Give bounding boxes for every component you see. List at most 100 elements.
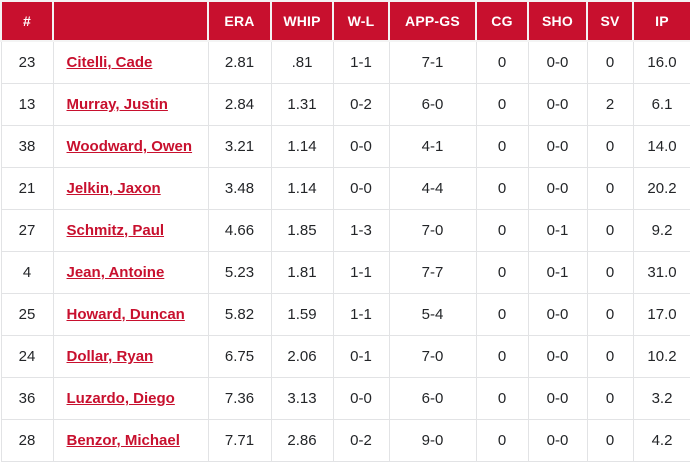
stat-cell-ip: 16.0 (632, 40, 690, 84)
table-row: 23 Citelli, Cade 2.81.81 1-1 7-1 0 0-0 0 16.0 (0, 40, 690, 84)
stat-cell-whip: 1.31 (270, 83, 334, 126)
player-link[interactable]: Dollar, Ryan (66, 348, 154, 365)
stat-cell-cg: 0 (475, 40, 529, 84)
stat-cell-app_gs: 6-0 (388, 83, 477, 126)
table-row: 13 Murray, Justin 2.84 1.31 0-2 6-0 0 0-0 2 6.1 (0, 83, 690, 126)
stat-cell-cg: 0 (475, 251, 529, 294)
header-cg: CG (475, 0, 529, 42)
stat-cell-wl: 0-0 (332, 377, 390, 420)
stat-cell-app_gs: 4-4 (388, 167, 477, 210)
stat-cell-wl: 0-1 (332, 335, 390, 378)
pitching-table-body: 23 Citelli, Cade 2.81.81 1-1 7-1 0 0-0 0 16.0 13 M… (0, 40, 690, 462)
player-name-cell: Jean, Antoine (52, 251, 209, 294)
stat-cell-sv: 0 (586, 167, 634, 210)
stat-cell-sho: 0-0 (527, 125, 588, 168)
stat-cell-app_gs: 5-4 (388, 293, 477, 336)
player-link[interactable]: Schmitz, Paul (66, 222, 165, 239)
stat-cell-wl: 0-0 (332, 167, 390, 210)
stat-cell-app_gs: 6-0 (388, 377, 477, 420)
stat-cell-cg: 0 (475, 83, 529, 126)
stat-cell-number: 23 (0, 40, 54, 84)
stat-cell-sv: 0 (586, 125, 634, 168)
player-name-cell: Citelli, Cade (52, 40, 209, 84)
stat-cell-whip: 1.59 (270, 293, 334, 336)
stat-cell-whip: 2.06 (270, 335, 334, 378)
stat-cell-cg: 0 (475, 167, 529, 210)
stat-cell-sv: 0 (586, 377, 634, 420)
stat-cell-sv: 0 (586, 251, 634, 294)
stat-cell-era: 7.36 (207, 377, 272, 420)
player-link[interactable]: Luzardo, Diego (66, 390, 175, 407)
stat-cell-era: 2.84 (207, 83, 272, 126)
stat-cell-app_gs: 4-1 (388, 125, 477, 168)
stat-cell-era: 4.66 (207, 209, 272, 252)
stat-cell-cg: 0 (475, 125, 529, 168)
stat-cell-sv: 0 (586, 209, 634, 252)
stat-cell-app_gs: 7-7 (388, 251, 477, 294)
stat-cell-whip: 1.81 (270, 251, 334, 294)
player-link[interactable]: Murray, Justin (66, 96, 168, 113)
stat-cell-sho: 0-1 (527, 251, 588, 294)
player-link[interactable]: Howard, Duncan (66, 306, 185, 323)
stat-cell-cg: 0 (475, 293, 529, 336)
stat-cell-ip: 6.1 (632, 83, 690, 126)
stat-cell-wl: 1-1 (332, 251, 390, 294)
stat-cell-sv: 0 (586, 335, 634, 378)
stat-cell-sho: 0-0 (527, 293, 588, 336)
table-row: 36 Luzardo, Diego 7.36 3.13 0-0 6-0 0 0-0 0 3.2 (0, 377, 690, 420)
header-app-gs: APP-GS (388, 0, 477, 42)
stat-cell-era: 5.82 (207, 293, 272, 336)
table-row: 21 Jelkin, Jaxon 3.48 1.14 0-0 4-4 0 0-0 0 20.2 (0, 167, 690, 210)
stat-cell-ip: 31.0 (632, 251, 690, 294)
stat-cell-ip: 3.2 (632, 377, 690, 420)
header-era: ERA (207, 0, 272, 42)
header-ip: IP (632, 0, 690, 42)
stat-cell-wl: 0-2 (332, 83, 390, 126)
player-link[interactable]: Citelli, Cade (66, 54, 153, 71)
stat-cell-cg: 0 (475, 335, 529, 378)
stat-cell-number: 21 (0, 167, 54, 210)
player-link[interactable]: Jean, Antoine (66, 264, 165, 281)
player-name-cell: Dollar, Ryan (52, 335, 209, 378)
player-link[interactable]: Woodward, Owen (66, 138, 193, 155)
stat-cell-era: 3.48 (207, 167, 272, 210)
player-link[interactable]: Jelkin, Jaxon (66, 180, 161, 197)
player-name-cell: Woodward, Owen (52, 125, 209, 168)
header-sho: SHO (527, 0, 588, 42)
stat-cell-whip: 1.14 (270, 167, 334, 210)
table-row: 24 Dollar, Ryan 6.75 2.06 0-1 7-0 0 0-0 0 10.2 (0, 335, 690, 378)
stat-cell-sho: 0-1 (527, 209, 588, 252)
stat-cell-wl: 0-0 (332, 125, 390, 168)
stat-cell-number: 24 (0, 335, 54, 378)
table-row: 27 Schmitz, Paul 4.66 1.85 1-3 7-0 0 0-1 0 9.2 (0, 209, 690, 252)
stat-cell-ip: 9.2 (632, 209, 690, 252)
table-header: # ERA WHIP W-L APP-GS CG SHO SV IP (0, 0, 690, 42)
stat-cell-ip: 17.0 (632, 293, 690, 336)
stat-cell-whip: 1.85 (270, 209, 334, 252)
header-wl: W-L (332, 0, 390, 42)
header-whip: WHIP (270, 0, 334, 42)
player-name-cell: Jelkin, Jaxon (52, 167, 209, 210)
stat-cell-number: 38 (0, 125, 54, 168)
header-name (52, 0, 209, 42)
stat-cell-number: 4 (0, 251, 54, 294)
stat-cell-ip: 20.2 (632, 167, 690, 210)
stat-cell-number: 13 (0, 83, 54, 126)
stat-cell-whip: 3.13 (270, 377, 334, 420)
stat-cell-number: 27 (0, 209, 54, 252)
stat-cell-sho: 0-0 (527, 40, 588, 84)
stat-cell-whip: .81 (270, 40, 334, 84)
header-sv: SV (586, 0, 634, 42)
stat-cell-app_gs: 7-0 (388, 209, 477, 252)
stat-cell-app_gs: 7-0 (388, 335, 477, 378)
stat-cell-sho: 0-0 (527, 167, 588, 210)
table-row: 38 Woodward, Owen 3.21 1.14 0-0 4-1 0 0-0 0 14.0 (0, 125, 690, 168)
header-number: # (0, 0, 54, 42)
stat-cell-ip: 14.0 (632, 125, 690, 168)
stat-cell-cg: 0 (475, 209, 529, 252)
stat-cell-era: 5.23 (207, 251, 272, 294)
table-row: 4 Jean, Antoine 5.23 1.81 1-1 7-7 0 0-1 0 31.0 (0, 251, 690, 294)
header-row: # ERA WHIP W-L APP-GS CG SHO SV IP (0, 0, 690, 42)
stat-cell-era: 6.75 (207, 335, 272, 378)
